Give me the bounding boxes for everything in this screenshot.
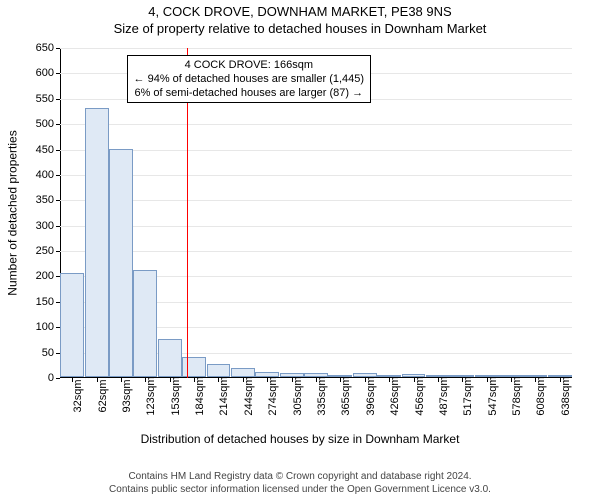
footer-line1: Contains HM Land Registry data © Crown c… [0, 470, 600, 483]
annotation-line: 4 COCK DROVE: 166sqm [134, 58, 365, 72]
xtick-label: 244sqm [243, 376, 255, 415]
annotation-line: ← 94% of detached houses are smaller (1,… [134, 72, 365, 86]
xtick-label: 547sqm [487, 376, 499, 415]
gridline [60, 175, 572, 176]
xtick-label: 305sqm [292, 376, 304, 415]
x-axis-title: Distribution of detached houses by size … [0, 432, 600, 446]
ytick-mark [56, 200, 60, 201]
ytick-label: 600 [36, 67, 54, 79]
xtick-label: 578sqm [511, 376, 523, 415]
gridline [60, 251, 572, 252]
xtick-label: 517sqm [462, 376, 474, 415]
ytick-mark [56, 73, 60, 74]
histogram-bar [182, 357, 206, 377]
ytick-label: 250 [36, 245, 54, 257]
ytick-label: 200 [36, 270, 54, 282]
histogram-bar [158, 339, 182, 377]
footer-attribution: Contains HM Land Registry data © Crown c… [0, 470, 600, 496]
ytick-label: 500 [36, 118, 54, 130]
xtick-label: 274sqm [267, 376, 279, 415]
plot-area: 0501001502002503003504004505005506006503… [60, 48, 572, 378]
histogram-bar [60, 273, 84, 377]
ytick-label: 450 [36, 144, 54, 156]
gridline [60, 150, 572, 151]
xtick-label: 396sqm [365, 376, 377, 415]
annotation-line: 6% of semi-detached houses are larger (8… [134, 86, 365, 100]
gridline [60, 48, 572, 49]
ytick-mark [56, 48, 60, 49]
xtick-label: 62sqm [97, 379, 109, 412]
gridline [60, 124, 572, 125]
xtick-label: 184sqm [194, 376, 206, 415]
ytick-label: 150 [36, 296, 54, 308]
ytick-label: 350 [36, 194, 54, 206]
title-subtitle: Size of property relative to detached ho… [0, 21, 600, 38]
ytick-mark [56, 150, 60, 151]
xtick-label: 335sqm [316, 376, 328, 415]
ytick-label: 650 [36, 42, 54, 54]
y-axis-title: Number of detached properties [6, 48, 20, 378]
xtick-label: 214sqm [218, 376, 230, 415]
xtick-label: 638sqm [560, 376, 572, 415]
ytick-mark [56, 251, 60, 252]
title-address: 4, COCK DROVE, DOWNHAM MARKET, PE38 9NS [0, 4, 600, 21]
xtick-label: 487sqm [438, 376, 450, 415]
xtick-label: 456sqm [414, 376, 426, 415]
gridline [60, 226, 572, 227]
ytick-mark [56, 124, 60, 125]
xtick-label: 93sqm [121, 379, 133, 412]
ytick-label: 400 [36, 169, 54, 181]
xtick-label: 426sqm [389, 376, 401, 415]
xtick-label: 153sqm [170, 376, 182, 415]
ytick-mark [56, 175, 60, 176]
xtick-label: 32sqm [72, 379, 84, 412]
xtick-label: 608sqm [535, 376, 547, 415]
chart-title-block: 4, COCK DROVE, DOWNHAM MARKET, PE38 9NS … [0, 4, 600, 38]
ytick-label: 0 [48, 372, 54, 384]
gridline [60, 200, 572, 201]
xtick-label: 365sqm [340, 376, 352, 415]
histogram-bar [207, 364, 231, 377]
histogram-bar [133, 270, 157, 377]
ytick-mark [56, 99, 60, 100]
ytick-label: 100 [36, 321, 54, 333]
chart-container: 4, COCK DROVE, DOWNHAM MARKET, PE38 9NS … [0, 0, 600, 500]
ytick-mark [56, 226, 60, 227]
ytick-label: 300 [36, 220, 54, 232]
ytick-label: 50 [42, 347, 54, 359]
histogram-bar [109, 149, 133, 377]
y-axis-title-text: Number of detached properties [6, 130, 20, 295]
xtick-label: 123sqm [145, 376, 157, 415]
histogram-bar [85, 108, 109, 377]
ytick-mark [56, 378, 60, 379]
annotation-box: 4 COCK DROVE: 166sqm← 94% of detached ho… [127, 55, 372, 104]
ytick-label: 550 [36, 93, 54, 105]
footer-line2: Contains public sector information licen… [0, 483, 600, 496]
